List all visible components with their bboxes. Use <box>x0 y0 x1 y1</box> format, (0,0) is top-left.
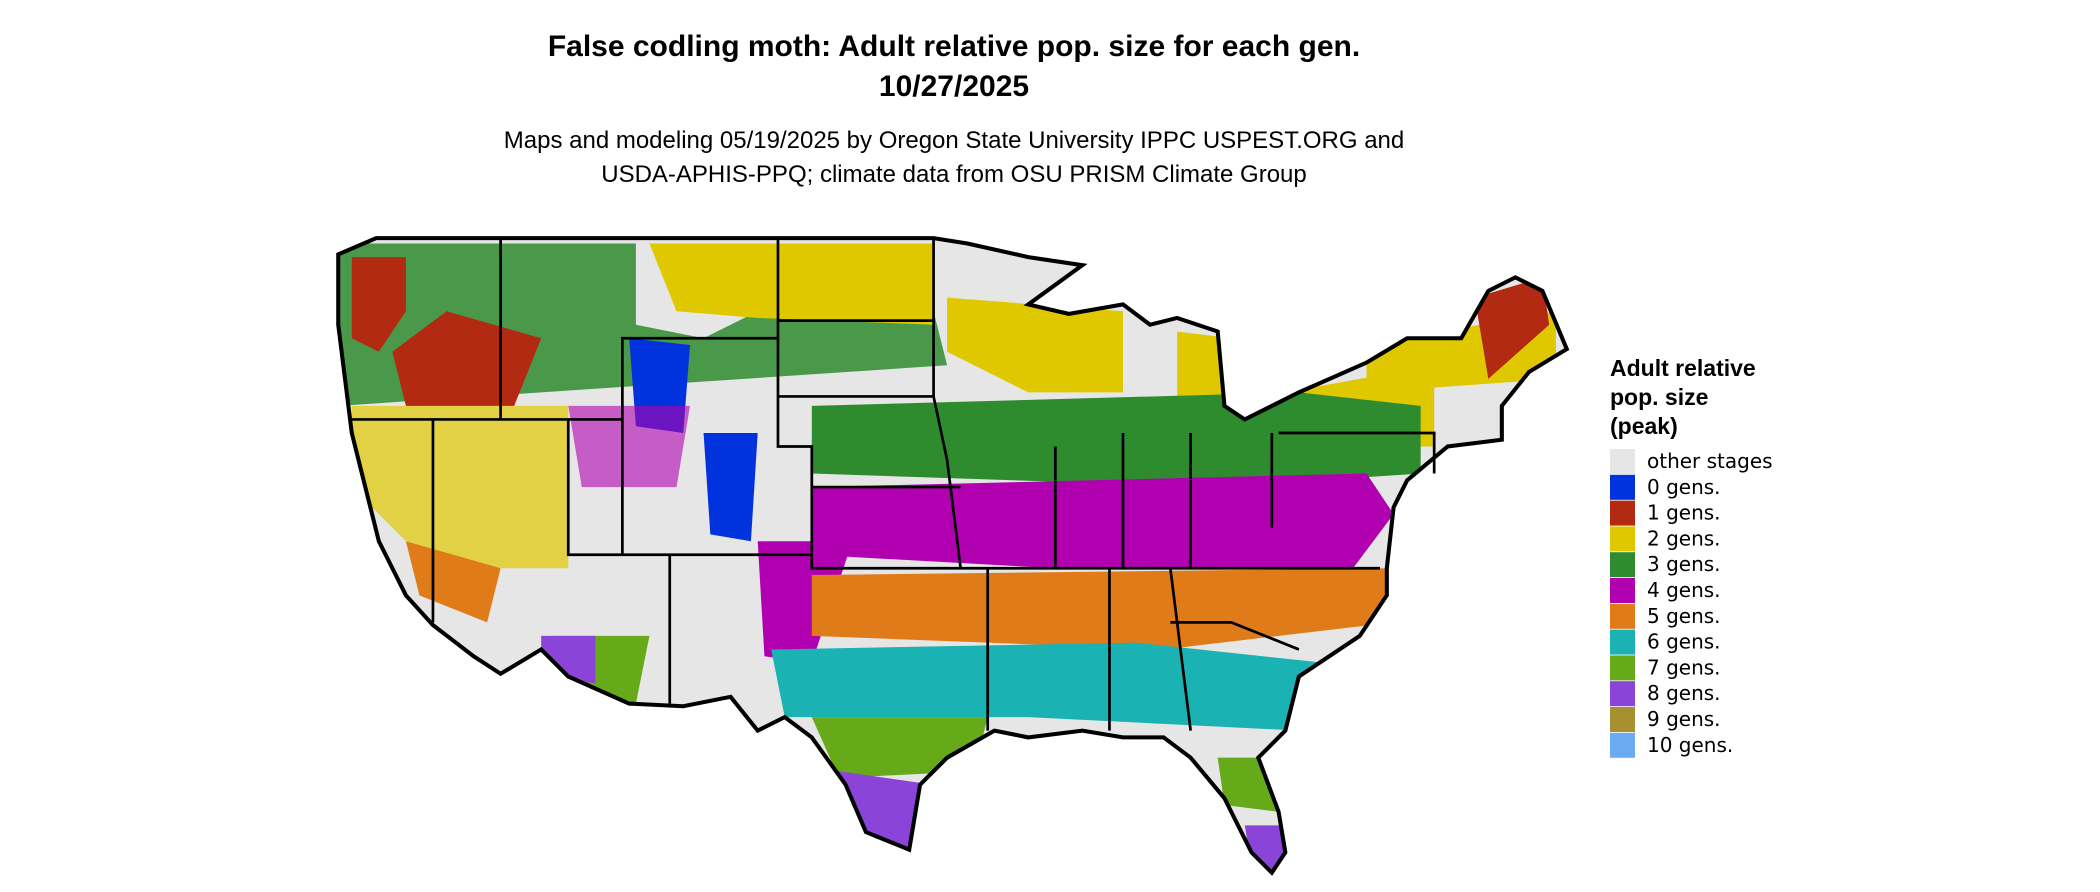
legend-label: 6 gens. <box>1647 630 1721 654</box>
gen-zone <box>392 311 542 406</box>
legend-label: other stages <box>1647 449 1773 473</box>
title-line: 10/27/2025 <box>879 70 1029 103</box>
legend-label: 5 gens. <box>1647 604 1721 628</box>
legend-swatch <box>1610 552 1635 578</box>
legend-label: 10 gens. <box>1647 733 1733 757</box>
legend-swatch <box>1610 603 1635 629</box>
legend-label: 0 gens. <box>1647 475 1721 499</box>
state-borders <box>351 236 1436 731</box>
subtitle-line: Maps and modeling 05/19/2025 by Oregon S… <box>504 127 1404 154</box>
gen-zone <box>947 297 1123 393</box>
gen-zone <box>351 257 406 352</box>
subtitle-line: USDA-APHIS-PPQ; climate data from OSU PR… <box>601 161 1307 188</box>
legend-swatch <box>1610 474 1635 500</box>
legend-title: pop. size <box>1610 384 1708 410</box>
legend-label: 3 gens. <box>1647 552 1721 576</box>
gen-zone <box>703 432 758 542</box>
gen-zone <box>351 405 569 569</box>
legend-label: 2 gens. <box>1647 526 1721 550</box>
legend-label: 1 gens. <box>1647 501 1721 525</box>
legend-swatch <box>1610 629 1635 655</box>
legend-swatch <box>1610 578 1635 603</box>
legend-swatch <box>1610 655 1635 681</box>
legend-swatch <box>1610 449 1635 474</box>
legend-swatch <box>1610 707 1635 732</box>
gen-zone <box>811 392 1421 488</box>
gen-zone <box>757 541 853 663</box>
legend-label: 4 gens. <box>1647 578 1721 602</box>
title-line: False codling moth: Adult relative pop. … <box>548 30 1360 63</box>
legend-label: 7 gens. <box>1647 655 1721 679</box>
legend-swatch <box>1610 500 1635 526</box>
legend-swatch <box>1610 732 1635 758</box>
legend-swatch <box>1610 526 1635 552</box>
map <box>338 237 1567 880</box>
legend-swatch <box>1610 681 1635 707</box>
gen-zone <box>649 243 934 325</box>
gen-zone <box>568 405 691 488</box>
gen-zones <box>338 243 1556 873</box>
legend-title: (peak) <box>1610 413 1678 439</box>
legend-label: 9 gens. <box>1647 707 1721 731</box>
legend-title: Adult relative <box>1610 355 1756 381</box>
gen-zone <box>1474 277 1550 379</box>
legend-label: 8 gens. <box>1647 681 1721 705</box>
